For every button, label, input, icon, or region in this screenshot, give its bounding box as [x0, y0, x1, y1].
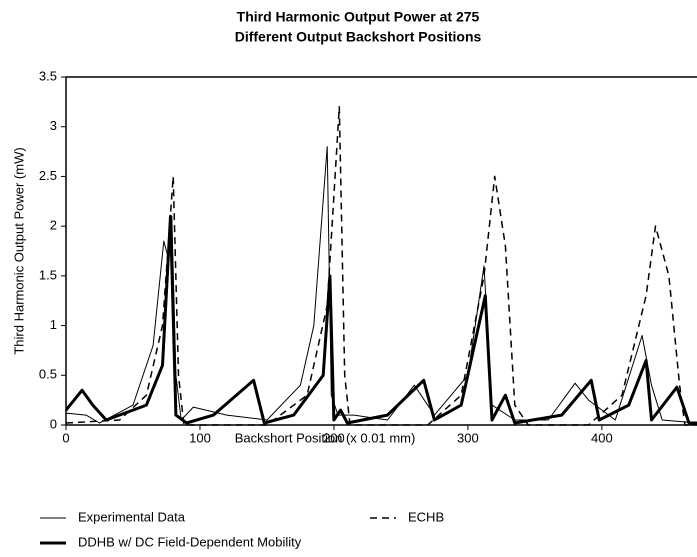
x-axis-label: Backshort Position (x 0.01 mm) [235, 430, 416, 445]
y-tick-label: 2 [50, 218, 57, 233]
y-tick-label: 1 [50, 317, 57, 332]
x-tick-label: 400 [591, 430, 613, 445]
plot-area [66, 106, 697, 426]
x-tick-label: 100 [189, 430, 211, 445]
y-tick-label: 0 [50, 416, 57, 431]
x-tick-label: 200 [323, 430, 345, 445]
chart-title: Different Output Backshort Positions [235, 29, 482, 45]
x-tick-label: 0 [62, 430, 69, 445]
chart-title: Third Harmonic Output Power at 275 [237, 9, 480, 25]
series-line [66, 214, 697, 425]
series-line [66, 146, 697, 424]
y-tick-label: 1.5 [39, 267, 57, 282]
legend-label: ECHB [408, 509, 444, 524]
y-axis-label: Third Harmonic Output Power (mW) [11, 147, 26, 354]
legend-label: Experimental Data [78, 509, 186, 524]
y-tick-label: 3.5 [39, 68, 57, 83]
y-tick-label: 3 [50, 118, 57, 133]
legend-label: DDHB w/ DC Field-Dependent Mobility [78, 534, 302, 549]
y-tick-label: 0.5 [39, 367, 57, 382]
x-tick-label: 300 [457, 430, 479, 445]
series-line [66, 106, 697, 426]
y-tick-label: 2.5 [39, 168, 57, 183]
